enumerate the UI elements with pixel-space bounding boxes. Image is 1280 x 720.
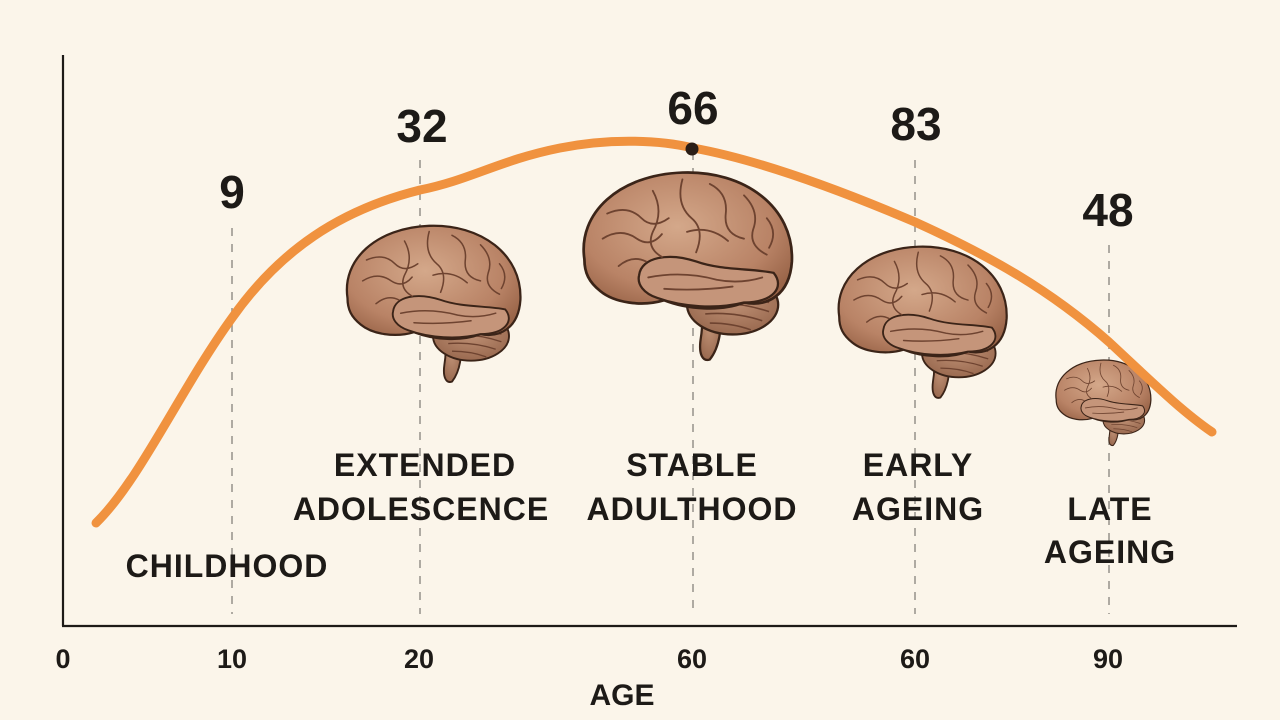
stage-label-stable-line1: STABLE (626, 447, 758, 483)
x-tick-10: 10 (217, 644, 247, 674)
guide-lines (231, 152, 1110, 614)
value-childhood: 9 (219, 166, 245, 218)
value-late-ageing: 48 (1082, 184, 1133, 236)
x-axis-label: AGE (589, 679, 654, 712)
trend-curve (91, 136, 1217, 528)
brain-extended-adolescence-icon (345, 224, 522, 384)
stage-label-childhood: CHILDHOOD (126, 548, 329, 584)
x-tick-60a: 60 (677, 644, 707, 674)
x-tick-60b: 60 (900, 644, 930, 674)
stage-label-early-line2: AGEING (852, 491, 984, 527)
x-tick-0: 0 (55, 644, 70, 674)
brain-early-ageing-icon (837, 245, 1008, 400)
stage-label-early-line1: EARLY (863, 447, 974, 483)
brain-stable-adulthood-icon (582, 171, 794, 362)
value-early-ageing: 83 (890, 98, 941, 150)
stage-label-late-line2: AGEING (1044, 534, 1176, 570)
x-tick-90: 90 (1093, 644, 1123, 674)
value-stable-adulthood: 66 (667, 82, 718, 134)
value-extended-adolescence: 32 (396, 100, 447, 152)
peak-marker (685, 142, 699, 156)
stage-label-extended-line2: ADOLESCENCE (293, 491, 549, 527)
stage-label-stable-line2: ADULTHOOD (586, 491, 797, 527)
stage-label-extended-line1: EXTENDED (334, 447, 516, 483)
stage-label-late-line1: LATE (1067, 491, 1152, 527)
x-tick-20: 20 (404, 644, 434, 674)
